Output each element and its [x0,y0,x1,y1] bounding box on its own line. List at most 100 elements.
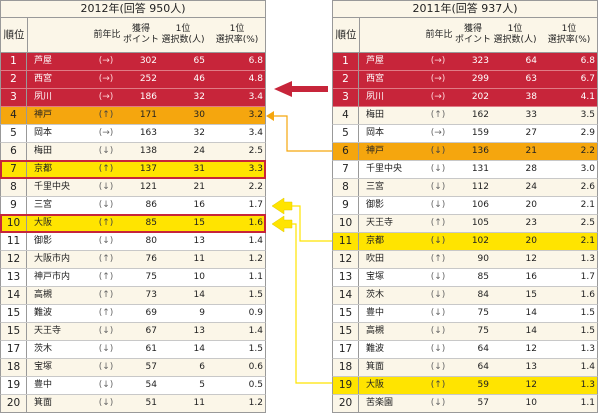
cell-area: 吹田 [366,254,385,264]
cell-area: 夙川 [366,92,385,102]
cell-first-rate: 1.5 [248,344,263,354]
cell-first-count: 31 [193,164,205,174]
table-header: 順位 前年比 獲得 ポイント 1位 選択数(人) 1位 選択率(%) [0,18,266,53]
table-row: 11 京都 (↓) 102 20 2.1 [332,233,598,251]
cell-first-rate: 4.1 [580,92,595,102]
table-row: 12 吹田 (↑) 90 12 1.3 [332,251,598,269]
cell-first-count: 12 [525,254,537,264]
cell-area: 神戸 [366,146,385,156]
cell-area: 西宮 [366,74,385,84]
cell-first-count: 20 [525,236,537,246]
cell-points: 302 [139,56,157,66]
cell-first-count: 16 [525,272,537,282]
cell-prev-change: (↓) [430,236,446,246]
cell-prev-change: (→) [98,74,114,84]
cell-area: 千里中央 [366,164,403,174]
cell-first-count: 21 [525,146,537,156]
cell-first-count: 24 [525,182,537,192]
cell-first-rate: 4.8 [248,74,263,84]
cell-area: 千里中央 [34,182,71,192]
cell-first-rate: 1.6 [580,290,595,300]
cell-prev-change: (→) [430,56,446,66]
cell-rank: 8 [1,179,27,196]
cell-area: 御影 [34,236,53,246]
table-row: 11 御影 (↓) 80 13 1.4 [0,233,266,251]
cell-points: 121 [139,182,157,192]
cell-prev-change: (↑) [430,380,446,390]
osaka-arrow-icon [271,215,293,233]
cell-rank: 15 [333,305,359,322]
cell-first-count: 38 [525,92,537,102]
cell-points: 64 [477,344,489,354]
cell-first-rate: 1.4 [248,326,263,336]
cell-points: 73 [145,290,157,300]
cell-first-count: 21 [193,182,205,192]
kyoto-arrow-icon [271,197,293,215]
cell-points: 54 [145,380,157,390]
cell-area: 三宮 [34,200,53,210]
cell-area: 夙川 [34,92,53,102]
cell-rank: 1 [1,53,27,70]
cell-rank: 19 [1,377,27,394]
cell-rank: 2 [333,71,359,88]
cell-points: 90 [477,254,489,264]
cell-first-count: 9 [199,308,205,318]
cell-first-count: 16 [193,200,205,210]
cell-points: 202 [471,92,489,102]
cell-area: 茨木 [34,344,53,354]
table-title: 2012年(回答 950人) [0,0,266,18]
cell-first-count: 30 [193,110,205,120]
cell-first-rate: 1.1 [580,398,595,408]
cell-points: 85 [477,272,489,282]
cell-points: 106 [471,200,489,210]
cell-prev-change: (↓) [430,290,446,300]
cell-prev-change: (↓) [98,146,114,156]
cell-first-rate: 1.4 [248,236,263,246]
table-row: 3 夙川 (→) 186 32 3.4 [0,89,266,107]
cell-prev-change: (↓) [430,344,446,354]
cell-first-rate: 3.3 [248,164,263,174]
cell-rank: 20 [1,395,27,412]
cell-prev-change: (↑) [98,290,114,300]
cell-first-count: 13 [193,326,205,336]
cell-rank: 20 [333,395,359,412]
cell-rank: 18 [333,359,359,376]
cell-rank: 15 [1,323,27,340]
table-2011: 2011年(回答 937人) 順位 前年比 獲得 ポイント 1位 選択数(人) … [332,0,598,413]
cell-first-count: 5 [199,380,205,390]
cell-prev-change: (↓) [430,146,446,156]
cell-first-count: 14 [193,290,205,300]
cell-points: 80 [145,236,157,246]
cell-prev-change: (↓) [430,308,446,318]
table-row: 17 難波 (↓) 64 12 1.3 [332,341,598,359]
cell-rank: 9 [333,197,359,214]
cell-area: 宝塚 [34,362,53,372]
cell-rank: 3 [1,89,27,106]
cell-first-count: 28 [525,164,537,174]
cell-rank: 13 [333,269,359,286]
cell-points: 57 [477,398,489,408]
table-row: 12 大阪市内 (↑) 76 11 1.2 [0,251,266,269]
cell-first-rate: 1.7 [580,272,595,282]
cell-first-count: 63 [525,74,537,84]
table-row: 19 大阪 (↑) 59 12 1.3 [332,377,598,395]
cell-area: 岡本 [34,128,53,138]
cell-points: 69 [145,308,157,318]
cell-first-count: 10 [193,272,205,282]
cell-points: 102 [471,236,489,246]
cell-area: 神戸市内 [34,272,71,282]
cell-points: 131 [471,164,489,174]
cell-first-rate: 3.2 [248,110,263,120]
cell-prev-change: (↑) [98,308,114,318]
cell-first-count: 13 [525,362,537,372]
cell-rank: 7 [333,161,359,178]
cell-rank: 14 [333,287,359,304]
cell-prev-change: (↑) [98,254,114,264]
cell-points: 252 [139,74,157,84]
cell-points: 112 [471,182,489,192]
cell-rank: 14 [1,287,27,304]
table-row: 13 宝塚 (↓) 85 16 1.7 [332,269,598,287]
cell-prev-change: (↓) [98,380,114,390]
cell-rank: 2 [1,71,27,88]
cell-area: 天王寺 [34,326,62,336]
